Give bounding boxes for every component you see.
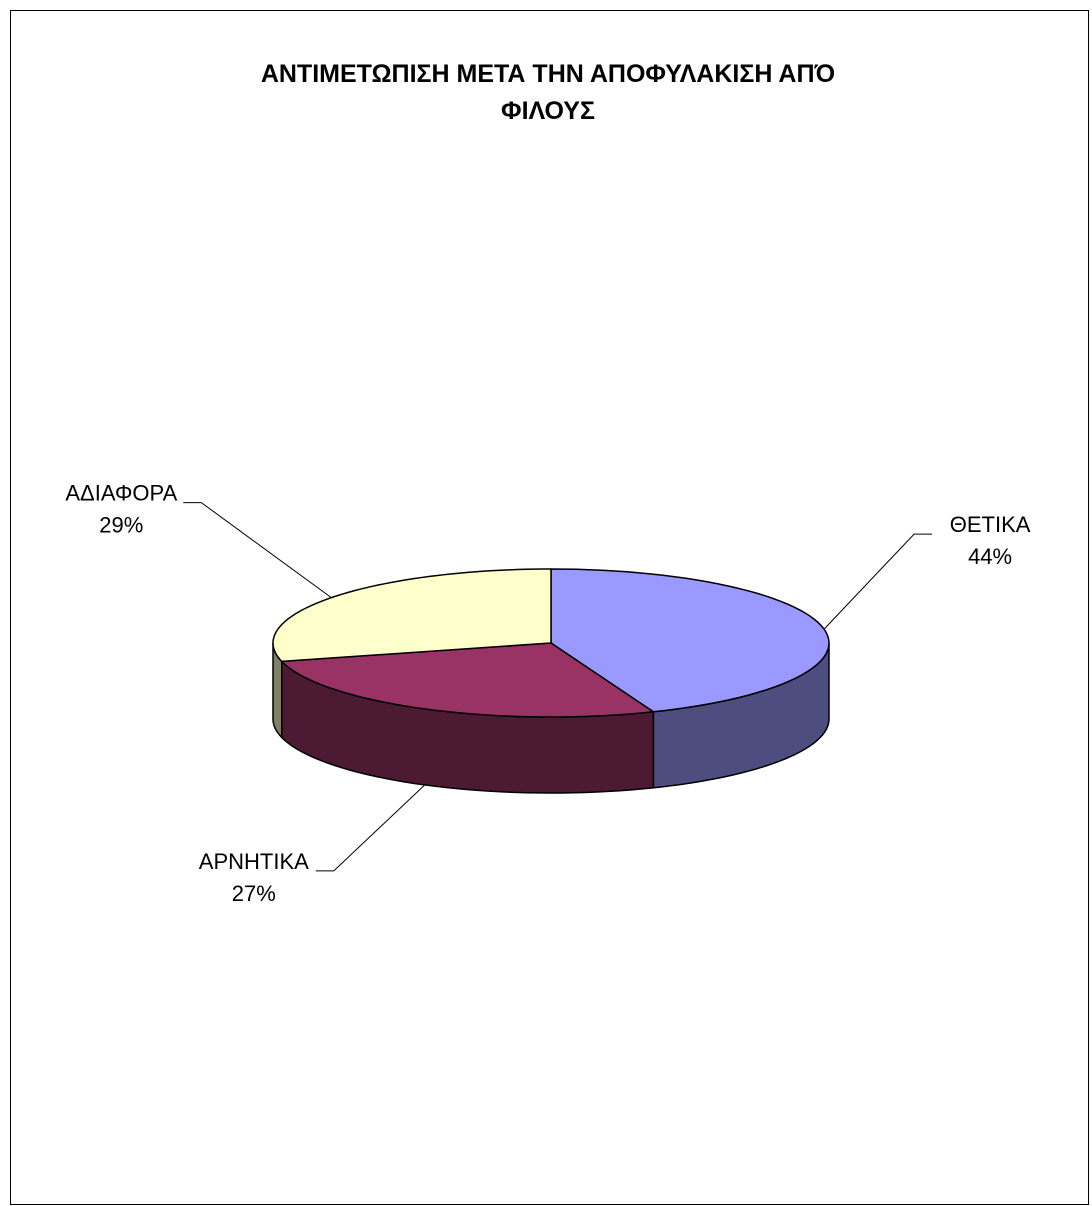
slice-3-leader-line [183,502,332,599]
data-labels: ΘΕΤΙΚΑ 44% ΑΡΝΗΤΙΚΑ 27% ΑΔΙΑΦΟΡΑ 29% [65,481,1030,906]
pie-slices [183,502,933,872]
chart-title-line-1: ΑΝΤΙΜΕΤΩΠΙΣΗ ΜΕΤΑ ΤΗΝ ΑΠΟΦΥΛΑΚΙΣΗ ΑΠΌ [261,60,835,88]
slice-1-category-label: ΘΕΤΙΚΑ [950,512,1031,537]
slice-3-value-label: 29% [99,513,143,538]
slice-1-top [550,568,830,713]
chart-area: ΑΝΤΙΜΕΤΩΠΙΣΗ ΜΕΤΑ ΤΗΝ ΑΠΟΦΥΛΑΚΙΣΗ ΑΠΌ ΦΙ… [10,10,1089,1205]
slice-1-leader-line [823,533,933,630]
slice-1-value-label: 44% [968,544,1012,569]
slice-2-leader-line [315,784,426,872]
chart-title-line-2: ΦΙΛΟΥΣ [501,97,595,125]
pie-chart: ΑΝΤΙΜΕΤΩΠΙΣΗ ΜΕΤΑ ΤΗΝ ΑΠΟΦΥΛΑΚΙΣΗ ΑΠΌ ΦΙ… [65,60,1030,906]
slice-2-top [280,642,655,718]
slice-2-category-label: ΑΡΝΗΤΙΚΑ [199,849,309,874]
slice-3-category-label: ΑΔΙΑΦΟΡΑ [65,481,177,506]
slice-3-top [272,568,552,663]
slice-2-value-label: 27% [232,881,276,906]
